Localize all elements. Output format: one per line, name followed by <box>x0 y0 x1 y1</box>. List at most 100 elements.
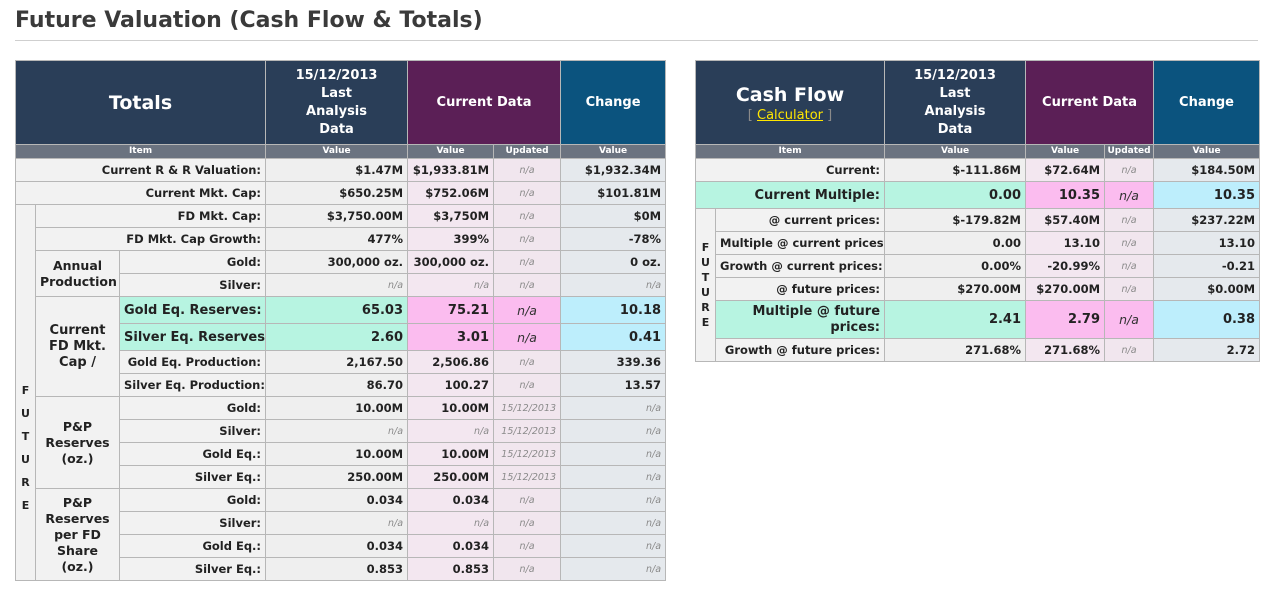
title-divider <box>15 40 1258 41</box>
current-value: 100.27 <box>407 373 495 397</box>
table-row: Current Mkt. Cap: $650.25M $752.06M n/a … <box>14 181 667 205</box>
cashflow-subheader: Item Value Value Updated Value <box>694 144 1261 159</box>
current-value: 0.034 <box>407 488 495 512</box>
current-value: $752.06M <box>407 181 495 205</box>
sub-item: Item <box>694 144 886 159</box>
last-value: 477% <box>265 227 409 251</box>
last-value: $-111.86M <box>884 158 1027 182</box>
last-value: $1.47M <box>265 158 409 182</box>
current-value: 250.00M <box>407 465 495 489</box>
current-value: 10.00M <box>407 442 495 466</box>
row-label: Gold Eq. Production: <box>118 350 267 374</box>
updated-value: n/a <box>493 204 562 228</box>
updated-value: n/a <box>1104 277 1155 301</box>
change-value: n/a <box>560 419 667 443</box>
table-row: Gold Eq. Production: 2,167.50 2,506.86 n… <box>16 350 667 374</box>
updated-value: n/a <box>493 227 562 251</box>
updated-value: n/a <box>493 158 562 182</box>
last-value: 65.03 <box>265 296 409 324</box>
sub-value: Value <box>560 144 667 159</box>
table-row: Multiple @ current prices: 0.00 13.10 n/… <box>696 231 1261 255</box>
last-value: 0.853 <box>265 557 409 581</box>
last-value: 2.60 <box>265 323 409 351</box>
table-row: Silver Eq.: 0.853 0.853 n/a n/a <box>16 557 667 581</box>
table-row: Silver Eq.: 250.00M 250.00M 15/12/2013 n… <box>16 465 667 489</box>
table-row-highlight: Current FD Mkt. Cap / Gold Eq. Reserves:… <box>16 296 667 397</box>
last-value: $650.25M <box>265 181 409 205</box>
row-label: Silver: <box>118 273 267 297</box>
last-value: n/a <box>265 419 409 443</box>
cashflow-title-cell: Cash Flow [ Calculator ] <box>694 60 886 145</box>
row-label: Gold: <box>118 488 267 512</box>
last-value: n/a <box>265 511 409 535</box>
cashflow-table: Cash Flow [ Calculator ] 15/12/2013 Last… <box>694 60 1261 362</box>
cashflow-change-header: Change <box>1153 60 1261 145</box>
table-row: Growth @ current prices: 0.00% -20.99% n… <box>696 254 1261 278</box>
calculator-link[interactable]: Calculator <box>757 107 824 123</box>
change-value: $1,932.34M <box>560 158 667 182</box>
change-value: n/a <box>560 465 667 489</box>
change-value: n/a <box>560 488 667 512</box>
last-value: $-179.82M <box>884 208 1027 232</box>
group-current-fd-mkt-cap: Current FD Mkt. Cap / <box>35 296 120 397</box>
last-value: 10.00M <box>265 396 409 420</box>
change-value: 339.36 <box>560 350 667 374</box>
last-value: 250.00M <box>265 465 409 489</box>
table-row: Current: $-111.86M $72.64M n/a $184.50M <box>694 158 1261 182</box>
change-value: $184.50M <box>1153 158 1261 182</box>
current-value: 399% <box>407 227 495 251</box>
current-value: 3.01 <box>407 323 495 351</box>
change-value: -78% <box>560 227 667 251</box>
change-value: 2.72 <box>1153 338 1261 362</box>
cashflow-title: Cash Flow <box>735 83 845 106</box>
row-label: Current Multiple: <box>694 181 886 209</box>
table-row: P&P Reserves per FD Share (oz.) Gold: 0.… <box>16 488 667 581</box>
row-label: @ current prices: <box>714 208 886 232</box>
change-value: 0.41 <box>560 323 667 351</box>
updated-value: n/a <box>493 250 562 274</box>
table-row: Gold Eq.: 0.034 0.034 n/a n/a <box>16 534 667 558</box>
current-value: $3,750M <box>407 204 495 228</box>
row-label: Current: <box>694 158 886 182</box>
row-label: Multiple @ current prices: <box>714 231 886 255</box>
calculator-wrap: [ Calculator ] <box>747 107 833 123</box>
updated-value: n/a <box>1104 181 1155 209</box>
table-row: @ future prices: $270.00M $270.00M n/a $… <box>696 277 1261 301</box>
change-value: $101.81M <box>560 181 667 205</box>
cashflow-current-data-header: Current Data <box>1025 60 1155 145</box>
updated-value: n/a <box>493 557 562 581</box>
row-label: Silver: <box>118 511 267 535</box>
updated-value: n/a <box>493 511 562 535</box>
totals-change-header: Change <box>560 60 667 145</box>
change-value: $0.00M <box>1153 277 1261 301</box>
last-value: 0.00% <box>884 254 1027 278</box>
last-value: 300,000 oz. <box>265 250 409 274</box>
page-title: Future Valuation (Cash Flow & Totals) <box>15 8 483 33</box>
last-value: 10.00M <box>265 442 409 466</box>
change-value: n/a <box>560 557 667 581</box>
row-label: Silver: <box>118 419 267 443</box>
updated-value: n/a <box>493 488 562 512</box>
last-value: 0.00 <box>884 181 1027 209</box>
change-value: n/a <box>560 396 667 420</box>
last-value: 271.68% <box>884 338 1027 362</box>
row-label: FD Mkt. Cap: <box>34 204 267 228</box>
table-row: F U T U R E FD Mkt. Cap: $3,750.00M $3,7… <box>15 204 667 581</box>
group-pp-reserves-per-share: P&P Reserves per FD Share (oz.) <box>35 488 120 581</box>
sub-item: Item <box>14 144 267 159</box>
sub-updated: Updated <box>493 144 562 159</box>
change-value: 0.38 <box>1153 300 1261 339</box>
row-label: Growth @ future prices: <box>714 338 886 362</box>
last-value: 2.41 <box>884 300 1027 339</box>
change-value: n/a <box>560 442 667 466</box>
updated-value: n/a <box>493 373 562 397</box>
row-label: Silver Eq.: <box>118 465 267 489</box>
current-value: n/a <box>407 273 495 297</box>
updated-value: n/a <box>1104 338 1155 362</box>
sub-value: Value <box>884 144 1027 159</box>
current-value: $57.40M <box>1025 208 1106 232</box>
updated-value: n/a <box>1104 231 1155 255</box>
table-row: Silver Eq. Production: 86.70 100.27 n/a … <box>16 373 667 397</box>
change-value: $0M <box>560 204 667 228</box>
totals-title: Totals <box>14 60 267 145</box>
